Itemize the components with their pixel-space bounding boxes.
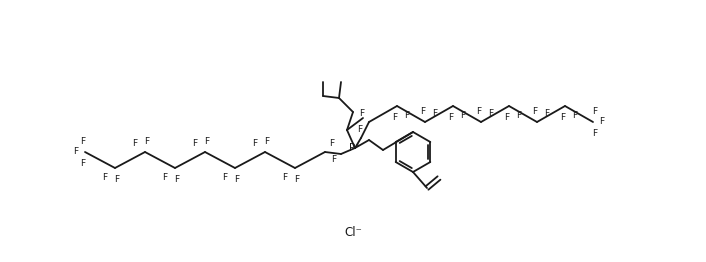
Text: F: F xyxy=(433,108,438,117)
Text: Cl⁻: Cl⁻ xyxy=(344,226,362,238)
Text: F: F xyxy=(532,106,537,116)
Text: F: F xyxy=(477,106,481,116)
Text: F: F xyxy=(145,137,150,145)
Text: F: F xyxy=(234,174,239,183)
Text: F: F xyxy=(282,172,287,182)
Text: F: F xyxy=(592,128,597,138)
Text: F: F xyxy=(193,139,198,148)
Text: F: F xyxy=(489,108,493,117)
Text: F: F xyxy=(393,112,397,122)
Text: F: F xyxy=(80,137,85,145)
Text: F: F xyxy=(544,108,549,117)
Text: F: F xyxy=(330,139,335,149)
Text: F: F xyxy=(294,174,299,183)
Text: F: F xyxy=(162,172,167,182)
Text: F: F xyxy=(114,174,119,183)
Text: F: F xyxy=(359,110,364,118)
Text: F: F xyxy=(205,137,210,145)
Text: F: F xyxy=(222,172,227,182)
Text: F: F xyxy=(505,112,510,122)
Text: F: F xyxy=(516,111,522,119)
Text: F: F xyxy=(448,112,453,122)
Text: F: F xyxy=(174,174,179,183)
Text: F: F xyxy=(460,111,465,119)
Text: F: F xyxy=(357,125,363,134)
Text: F: F xyxy=(73,148,78,156)
Text: F: F xyxy=(265,137,270,145)
Text: F: F xyxy=(561,112,566,122)
Text: P⁺: P⁺ xyxy=(349,143,361,153)
Text: F: F xyxy=(331,156,337,165)
Text: F: F xyxy=(592,106,597,116)
Text: F: F xyxy=(133,139,138,148)
Text: F: F xyxy=(253,139,258,148)
Text: F: F xyxy=(405,111,409,119)
Text: F: F xyxy=(102,172,107,182)
Text: F: F xyxy=(573,111,578,119)
Text: F: F xyxy=(421,106,426,116)
Text: F: F xyxy=(80,159,85,167)
Text: F: F xyxy=(599,117,604,127)
